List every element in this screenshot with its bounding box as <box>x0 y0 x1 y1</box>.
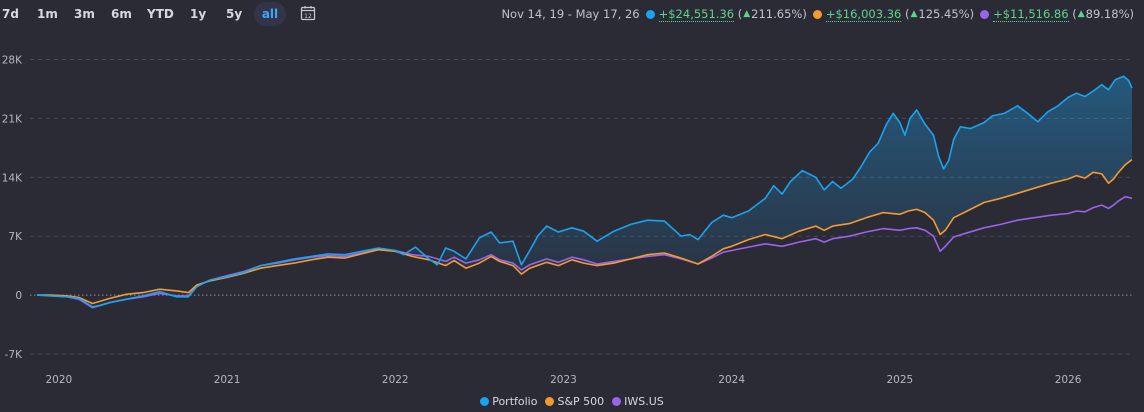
range-3m-button[interactable]: 3m <box>74 7 95 21</box>
up-arrow-icon: ▲ <box>910 9 918 19</box>
iws-gain: +$11,516.86 <box>993 6 1069 22</box>
legend-item-portfolio[interactable]: Portfolio <box>480 394 537 408</box>
range-1m-button[interactable]: 1m <box>37 7 58 21</box>
summary-iws: +$11,516.86 (▲ 89.18%) <box>980 7 1134 22</box>
iws-pct: 89.18% <box>1085 7 1130 21</box>
x-tick-label: 2021 <box>214 374 241 386</box>
iws-dot <box>980 9 990 19</box>
legend-portfolio-dot <box>480 396 490 406</box>
range-ytd-button[interactable]: YTD <box>147 7 174 21</box>
legend-item-iws[interactable]: IWS.US <box>612 394 664 408</box>
y-tick-label: 21K <box>2 113 23 125</box>
legend-iws-label: IWS.US <box>624 394 664 408</box>
legend-sp500-label: S&P 500 <box>557 394 605 408</box>
y-tick-label: 28K <box>2 55 23 67</box>
legend-portfolio-label: Portfolio <box>492 394 538 408</box>
range-5y-button[interactable]: 5y <box>226 7 243 21</box>
sp500-gain: +$16,003.36 <box>825 6 902 22</box>
portfolio-pct: 211.65% <box>751 7 803 21</box>
up-arrow-icon: ▲ <box>1077 9 1085 19</box>
date-range-label: Nov 14, 19 - May 17, 26 <box>501 7 640 21</box>
sp500-dot <box>812 9 822 19</box>
summary-sp500: +$16,003.36 (▲ 125.45%) <box>812 6 974 22</box>
range-toolbar: 7d 1m 3m 6m YTD 1y 5y all 12 <box>0 0 330 28</box>
portfolio-gain: +$24,551.36 <box>658 6 735 22</box>
y-tick-label: 14K <box>2 172 23 184</box>
y-tick-label: 0 <box>15 290 22 302</box>
legend-iws-dot <box>612 396 622 406</box>
range-all-button[interactable]: all <box>254 2 286 26</box>
range-6m-button[interactable]: 6m <box>111 7 132 21</box>
legend-sp500-dot <box>545 396 555 406</box>
calendar-icon[interactable]: 12 <box>300 5 316 21</box>
y-tick-label: 7K <box>8 231 23 243</box>
y-tick-label: -7K <box>5 349 23 361</box>
legend-item-sp500[interactable]: S&P 500 <box>545 394 604 408</box>
performance-summary: Nov 14, 19 - May 17, 26 +$24,551.36 (▲ 21… <box>501 6 1134 22</box>
chart-legend: Portfolio S&P 500 IWS.US <box>0 394 1144 408</box>
x-tick-label: 2024 <box>718 374 745 386</box>
range-1y-button[interactable]: 1y <box>190 7 207 21</box>
series-line-portfolio <box>36 75 1133 308</box>
portfolio-area-fill <box>37 76 1132 307</box>
portfolio-dot <box>645 9 655 19</box>
x-tick-label: 2025 <box>887 374 914 386</box>
x-tick-label: 2022 <box>382 374 409 386</box>
x-tick-label: 2026 <box>1055 374 1082 386</box>
sp500-pct: 125.45% <box>918 7 970 21</box>
range-7d-button[interactable]: 7d <box>2 7 19 21</box>
summary-portfolio: +$24,551.36 (▲ 211.65%) <box>645 6 807 22</box>
x-tick-label: 2023 <box>550 374 577 386</box>
x-tick-label: 2020 <box>45 374 72 386</box>
up-arrow-icon: ▲ <box>743 9 751 19</box>
svg-text:12: 12 <box>304 13 312 20</box>
